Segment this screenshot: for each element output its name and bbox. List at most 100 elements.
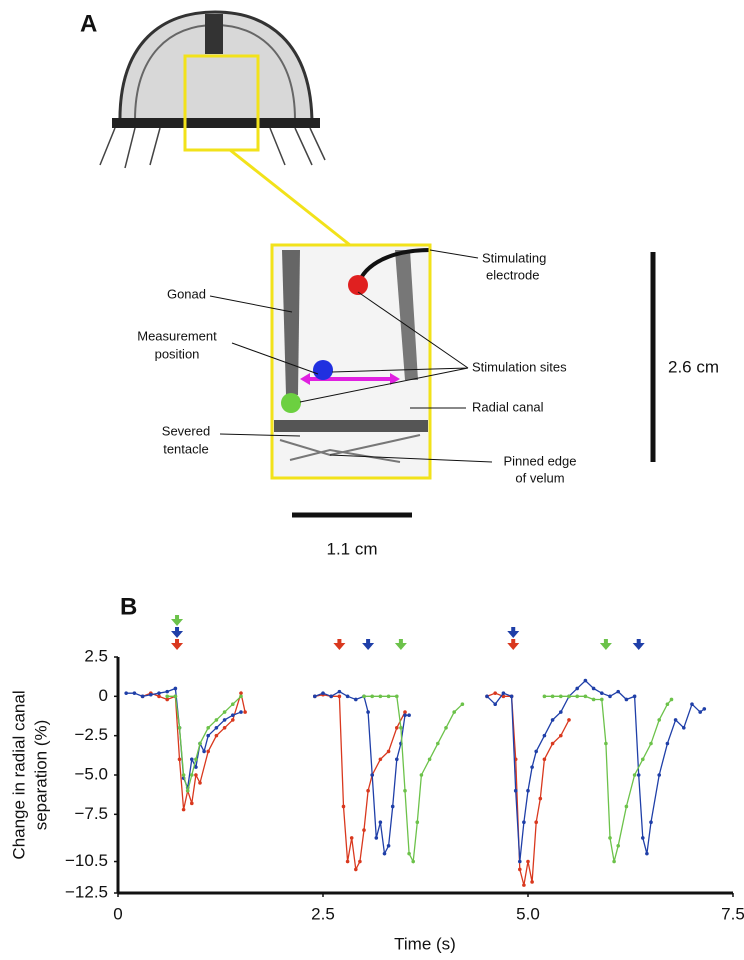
data-point (493, 691, 498, 695)
series-line (142, 690, 570, 886)
data-point (239, 694, 243, 699)
data-point (386, 749, 391, 754)
data-point (649, 820, 653, 824)
data-point (177, 757, 182, 762)
x-tick-label: 0 (113, 904, 122, 923)
data-point (616, 689, 620, 694)
annotation: Stimulation sites (472, 359, 567, 374)
data-point (206, 733, 210, 738)
data-point (354, 867, 358, 872)
leader-lines (209, 249, 493, 463)
data-point (149, 692, 153, 697)
data-point (329, 694, 334, 699)
jellyfish-photo (99, 10, 326, 169)
data-point (538, 796, 543, 801)
data-point (194, 773, 198, 777)
zoom-frame (270, 243, 432, 480)
data-point (345, 859, 350, 864)
data-point (374, 836, 379, 840)
data-point (190, 801, 194, 806)
y-axis-label: separation (%) (31, 720, 50, 831)
data-point (608, 836, 612, 840)
data-point (181, 773, 186, 777)
scale-label: 1.1 cm (326, 539, 377, 558)
data-point (403, 788, 407, 793)
data-point (624, 804, 629, 809)
y-tick-label: 0 (99, 686, 108, 705)
data-point (222, 726, 227, 730)
stimulus-arrow (632, 639, 645, 650)
data-point (649, 741, 653, 746)
data-point (173, 694, 178, 699)
data-point (542, 694, 547, 699)
data-point (632, 694, 637, 699)
data-point (636, 773, 641, 777)
stimulus-arrow (171, 627, 184, 638)
data-point (518, 859, 522, 864)
data-point (493, 702, 498, 706)
data-point (157, 694, 161, 699)
series-line (167, 695, 672, 864)
y-axis-label: Change in radial canal (9, 690, 28, 859)
panel-label: B (120, 593, 137, 620)
data-point (522, 820, 526, 824)
data-point (645, 851, 649, 856)
annotation: Radial canal (472, 399, 544, 414)
data-point (370, 773, 375, 777)
data-point (341, 804, 346, 809)
data-point (386, 844, 391, 848)
data-point (165, 694, 169, 699)
stimulus-arrow (507, 639, 520, 650)
data-point (313, 694, 317, 699)
data-point (604, 741, 608, 746)
data-point (641, 757, 645, 762)
data-point (165, 689, 169, 694)
data-point (370, 694, 375, 699)
panel-label: A (80, 10, 97, 37)
annotation: electrode (486, 267, 539, 282)
data-point (665, 702, 670, 706)
data-point (132, 691, 137, 695)
data-point (378, 757, 383, 762)
data-point (534, 749, 538, 754)
data-point (612, 859, 616, 864)
data-point (366, 710, 370, 714)
data-point (591, 686, 596, 691)
annotation: of velum (515, 470, 564, 485)
data-point (624, 697, 629, 702)
data-point (395, 726, 399, 730)
data-point (190, 757, 194, 762)
data-point (395, 757, 399, 762)
data-point (366, 788, 370, 793)
data-point (583, 694, 588, 699)
data-point (214, 726, 219, 730)
annotation: position (155, 346, 200, 361)
data-point (550, 694, 555, 699)
data-point (690, 702, 694, 706)
data-point (206, 749, 210, 754)
data-point (559, 733, 563, 738)
data-point (530, 880, 534, 884)
data-point (444, 726, 448, 730)
stimulus-arrow (333, 639, 346, 650)
data-point (378, 820, 383, 824)
data-point (194, 765, 198, 769)
data-point (194, 757, 198, 762)
data-point (214, 733, 219, 738)
data-point (485, 694, 489, 699)
data-point (185, 788, 190, 793)
data-point (550, 718, 555, 722)
data-point (698, 710, 702, 714)
data-point (198, 741, 202, 746)
y-tick-label: 2.5 (84, 646, 108, 665)
data-point (436, 741, 440, 746)
data-point (181, 807, 186, 812)
data-point (522, 883, 526, 887)
annotation: Severed (162, 423, 210, 438)
stimulus-arrow (171, 615, 184, 626)
data-point (202, 749, 206, 754)
data-point (222, 718, 227, 722)
data-point (403, 713, 407, 718)
